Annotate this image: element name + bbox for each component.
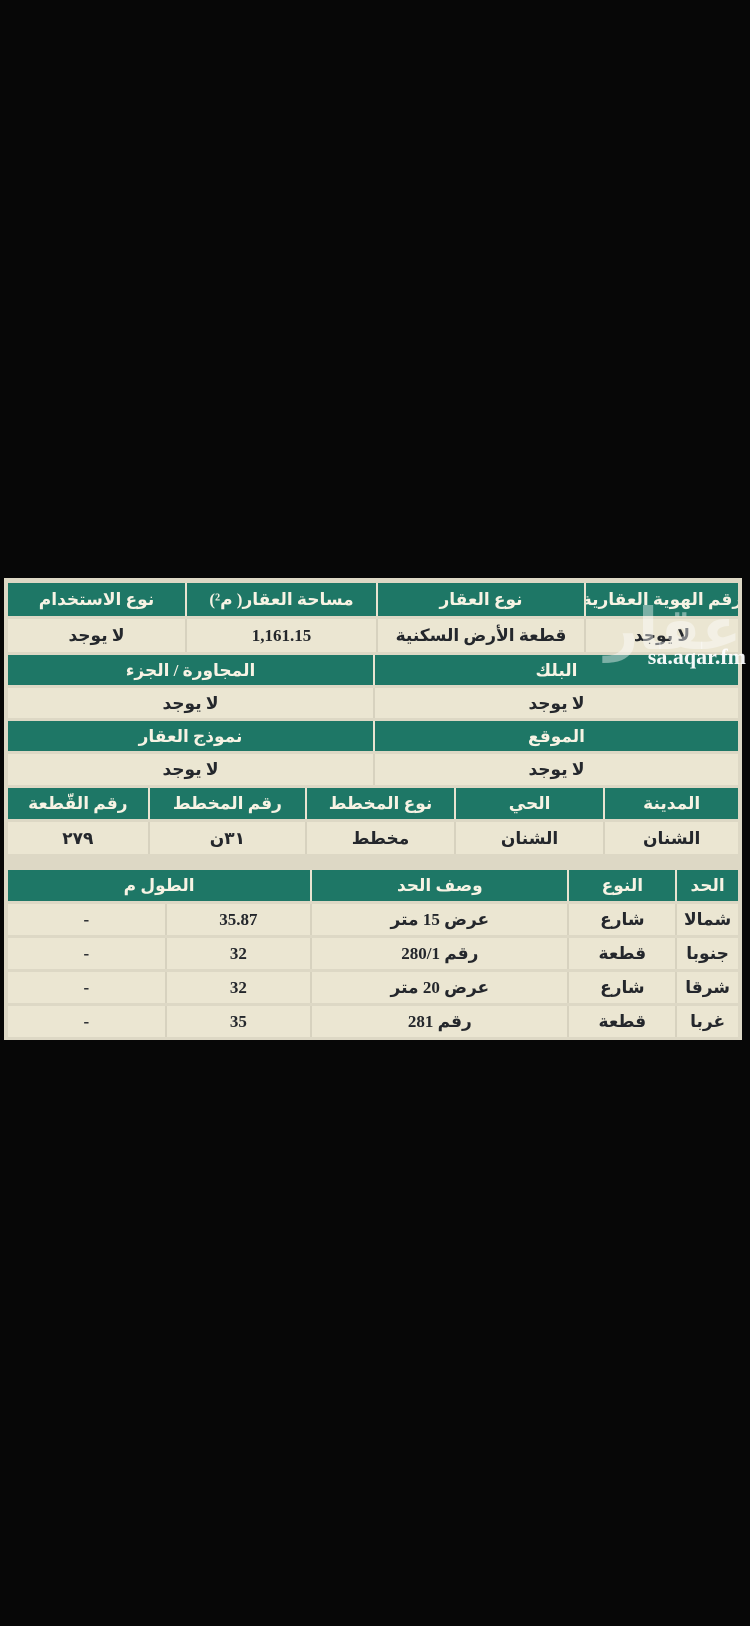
boundary-length: 32 <box>164 972 311 1003</box>
boundaries-table: الحد النوع وصف الحد الطول م شمالا شارع ع… <box>8 870 738 1037</box>
location-header: الموقع <box>373 721 738 751</box>
district-value: الشنان <box>453 822 604 854</box>
boundary-extra: - <box>83 1012 90 1031</box>
plan-number-value: ٣١ن <box>147 822 306 854</box>
plan-number-header: رقم المخطط <box>147 788 306 819</box>
usage-type-value: لا يوجد <box>68 626 125 645</box>
boundary-length: 35.87 <box>164 904 311 935</box>
area-value: 1,161.15 <box>185 619 376 652</box>
boundary-extra: - <box>83 944 90 963</box>
district-header: الحي <box>453 788 604 819</box>
property-header-row: رقم الهوية العقارية نوع العقار مساحة الع… <box>8 583 738 616</box>
boundary-length: 35 <box>164 1006 311 1037</box>
boundary-type: قطعة <box>567 938 675 969</box>
adjacent-part-value: لا يوجد <box>162 693 219 713</box>
property-info-table: رقم الهوية العقارية نوع العقار مساحة الع… <box>8 583 738 854</box>
property-type-header: نوع العقار <box>376 583 584 616</box>
boundary-side: جنوبا <box>675 938 738 969</box>
location-value-row: لا يوجد لا يوجد <box>8 754 738 785</box>
boundary-row-west: غربا قطعة رقم 281 35 - <box>8 1006 738 1037</box>
boundary-side-header: الحد <box>675 870 738 901</box>
identity-number-header: رقم الهوية العقارية <box>584 583 738 616</box>
boundary-row-south: جنوبا قطعة رقم 280/1 32 - <box>8 938 738 969</box>
block-value-row: لا يوجد لا يوجد <box>8 688 738 718</box>
boundary-type: شارع <box>567 972 675 1003</box>
boundary-description-header: وصف الحد <box>310 870 567 901</box>
property-value-row: لا يوجد قطعة الأرض السكنية 1,161.15 لا ي… <box>8 619 738 652</box>
plot-number-value: ٢٧٩ <box>62 828 94 848</box>
property-model-header: نموذج العقار <box>138 726 243 746</box>
boundary-extra: - <box>83 910 90 929</box>
deed-document: رقم الهوية العقارية نوع العقار مساحة الع… <box>4 578 742 1040</box>
plan-type-value: مخطط <box>305 822 454 854</box>
boundary-row-north: شمالا شارع عرض 15 متر 35.87 - <box>8 904 738 935</box>
boundary-side: غربا <box>675 1006 738 1037</box>
plan-type-header: نوع المخطط <box>305 788 454 819</box>
boundary-description: رقم 281 <box>310 1006 567 1037</box>
boundary-length: 32 <box>164 938 311 969</box>
block-value: لا يوجد <box>373 688 738 718</box>
area-header: مساحة العقار( م²) <box>185 583 376 616</box>
property-model-value: لا يوجد <box>162 760 219 779</box>
plan-header-row: المدينة الحي نوع المخطط رقم المخطط رقم ا… <box>8 788 738 819</box>
block-header: البلك <box>373 655 738 685</box>
boundary-type: قطعة <box>567 1006 675 1037</box>
boundary-side: شرقا <box>675 972 738 1003</box>
boundary-row-east: شرقا شارع عرض 20 متر 32 - <box>8 972 738 1003</box>
city-header: المدينة <box>603 788 738 819</box>
location-header-row: الموقع نموذج العقار <box>8 721 738 751</box>
city-value: الشنان <box>603 822 738 854</box>
boundaries-header-row: الحد النوع وصف الحد الطول م <box>8 870 738 901</box>
boundary-description: عرض 15 متر <box>310 904 567 935</box>
block-header-row: البلك المجاورة / الجزء <box>8 655 738 685</box>
boundary-extra: - <box>83 978 90 997</box>
boundary-type: شارع <box>567 904 675 935</box>
boundary-description: عرض 20 متر <box>310 972 567 1003</box>
adjacent-part-header: المجاورة / الجزء <box>125 660 256 680</box>
boundary-description: رقم 280/1 <box>310 938 567 969</box>
property-type-value: قطعة الأرض السكنية <box>376 619 584 652</box>
usage-type-header: نوع الاستخدام <box>38 590 155 609</box>
plot-number-header: رقم القّطعة <box>28 794 128 813</box>
boundary-length-header: الطول م <box>123 876 195 895</box>
boundary-type-header: النوع <box>567 870 675 901</box>
plan-value-row: الشنان الشنان مخطط ٣١ن ٢٧٩ <box>8 822 738 854</box>
boundary-side: شمالا <box>675 904 738 935</box>
location-value: لا يوجد <box>373 754 738 785</box>
identity-number-value: لا يوجد <box>584 619 738 652</box>
